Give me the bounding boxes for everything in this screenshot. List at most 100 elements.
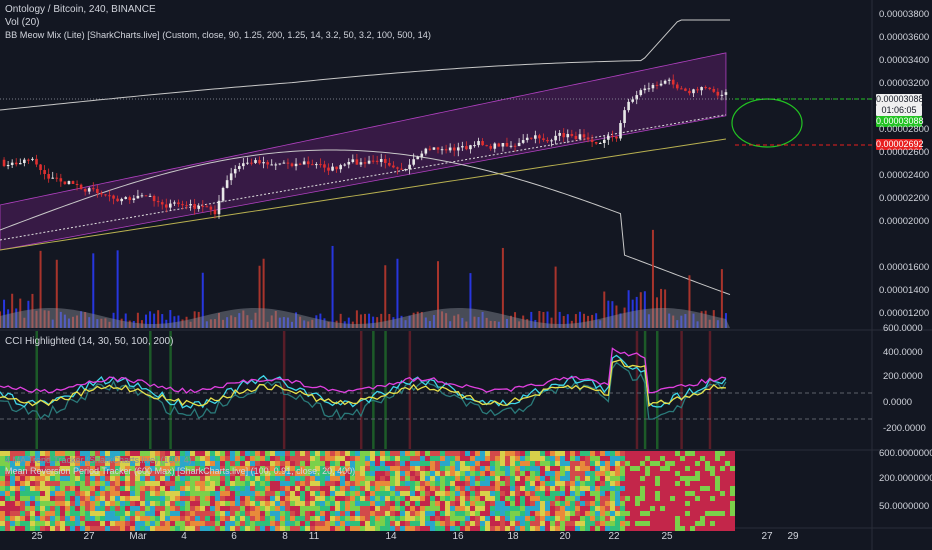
heatmap-cell <box>365 506 370 511</box>
heatmap-cell <box>450 451 455 456</box>
volume-bar <box>720 269 723 328</box>
heatmap-cell <box>675 506 680 511</box>
mrpt-legend[interactable]: Mean Reversion Period Tracker (600 Max) … <box>5 466 356 476</box>
symbol-legend[interactable]: Ontology / Bitcoin, 240, BINANCE <box>5 4 156 15</box>
heatmap-cell <box>15 461 20 466</box>
candle-body <box>456 147 460 151</box>
candle-body <box>680 88 683 90</box>
heatmap-cell <box>125 451 130 456</box>
candle-body <box>67 181 71 185</box>
heatmap-cell <box>205 521 210 526</box>
heatmap-cell <box>645 506 650 511</box>
heatmap-cell <box>445 521 450 526</box>
heatmap-cell <box>615 506 620 511</box>
heatmap-cell <box>80 526 85 531</box>
heatmap-cell <box>655 456 660 461</box>
volume-bar <box>574 314 577 328</box>
heatmap-cell <box>180 451 185 456</box>
heatmap-cell <box>185 491 190 496</box>
heatmap-cell <box>70 486 75 491</box>
heatmap-cell <box>190 521 195 526</box>
candle-body <box>331 166 334 171</box>
heatmap-cell <box>100 521 105 526</box>
heatmap-cell <box>625 471 630 476</box>
heatmap-cell <box>485 481 490 486</box>
heatmap-cell <box>210 461 215 466</box>
heatmap-cell <box>345 461 350 466</box>
heatmap-cell <box>375 521 380 526</box>
heatmap-cell <box>630 511 635 516</box>
heatmap-cell <box>415 466 420 471</box>
candle-body <box>63 181 67 185</box>
heatmap-cell <box>645 476 650 481</box>
trend-tracker-legend[interactable]: 4 MA Trend Tracker (SharkCharts.live) (1… <box>5 455 192 465</box>
heatmap-cell <box>685 506 690 511</box>
heatmap-cell <box>215 451 220 456</box>
heatmap-cell <box>495 466 500 471</box>
heatmap-cell <box>360 521 365 526</box>
heatmap-cell <box>400 511 405 516</box>
heatmap-cell <box>155 476 160 481</box>
volume-bar <box>404 320 407 328</box>
heatmap-cell <box>540 521 545 526</box>
heatmap-cell <box>245 456 250 461</box>
volume-legend[interactable]: Vol (20) <box>5 17 40 28</box>
candle-body <box>639 90 643 96</box>
heatmap-cell <box>190 491 195 496</box>
bb-legend[interactable]: BB Meow Mix (Lite) [SharkCharts.live] (C… <box>5 30 431 40</box>
candle-body <box>310 164 314 166</box>
volume-bar <box>343 321 346 328</box>
heatmap-cell <box>450 466 455 471</box>
heatmap-cell <box>180 481 185 486</box>
heatmap-cell <box>640 496 645 501</box>
candle-body <box>428 148 432 150</box>
heatmap-cell <box>215 526 220 531</box>
heatmap-cell <box>255 481 260 486</box>
heatmap-cell <box>30 481 35 486</box>
heatmap-cell <box>725 501 730 506</box>
heatmap-cell <box>710 481 715 486</box>
volume-bar <box>485 317 488 328</box>
heatmap-cell <box>500 451 505 456</box>
heatmap-cell <box>485 451 490 456</box>
volume-bar <box>660 288 663 328</box>
heatmap-cell <box>265 501 270 506</box>
heatmap-cell <box>110 511 115 516</box>
heatmap-cell <box>445 471 450 476</box>
heatmap-cell <box>595 526 600 531</box>
heatmap-cell <box>510 511 515 516</box>
heatmap-cell <box>235 456 240 461</box>
heatmap-cell <box>370 461 375 466</box>
volume-bar <box>76 315 79 328</box>
volume-bar <box>291 321 293 328</box>
heatmap-cell <box>580 511 585 516</box>
heatmap-cell <box>245 451 250 456</box>
heatmap-cell <box>715 471 720 476</box>
candle-body <box>420 153 424 157</box>
heatmap-cell <box>580 471 585 476</box>
heatmap-cell <box>220 481 225 486</box>
heatmap-cell <box>400 476 405 481</box>
candle-body <box>671 79 675 85</box>
heatmap-cell <box>145 466 150 471</box>
heatmap-cell <box>640 491 645 496</box>
heatmap-cell <box>245 511 250 516</box>
heatmap-cell <box>110 496 115 501</box>
heatmap-cell <box>655 511 660 516</box>
heatmap-cell <box>215 466 220 471</box>
heatmap-cell <box>215 521 220 526</box>
heatmap-cell <box>490 456 495 461</box>
heatmap-cell <box>540 451 545 456</box>
time-axis-label: 25 <box>661 531 673 542</box>
heatmap-cell <box>670 451 675 456</box>
heatmap-cell <box>575 501 580 506</box>
heatmap-cell <box>395 471 400 476</box>
cci-legend[interactable]: CCI Highlighted (14, 30, 50, 100, 200) <box>5 336 174 347</box>
heatmap-cell <box>95 516 100 521</box>
heatmap-cell <box>570 451 575 456</box>
heatmap-cell <box>660 476 665 481</box>
last-price-tag: 0.00003088 <box>876 94 924 105</box>
heatmap-cell <box>330 456 335 461</box>
